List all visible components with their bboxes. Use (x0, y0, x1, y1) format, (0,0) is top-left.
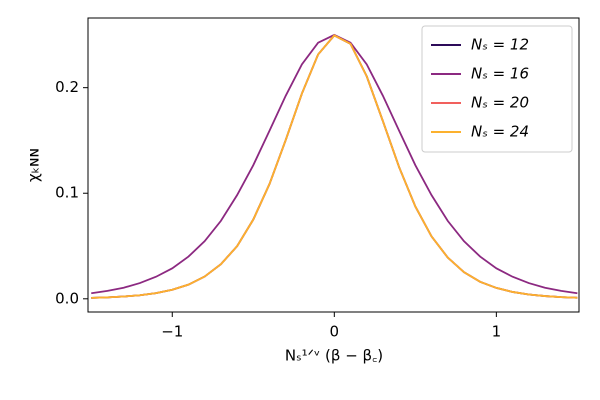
series-line (91, 34, 578, 299)
y-tick-label: 0.0 (55, 289, 79, 307)
y-tick-label: 0.1 (55, 184, 79, 202)
y-tick-label: 0.2 (55, 78, 79, 96)
legend-label: Nₛ = 12 (471, 36, 529, 54)
legend-label: Nₛ = 16 (471, 65, 529, 83)
legend-box (421, 25, 573, 153)
x-axis-label: Nₛ¹ᐟᵛ (β − β꜀) (285, 347, 383, 365)
legend-label: Nₛ = 20 (471, 94, 529, 112)
y-axis-label: χₖɴɴ (25, 148, 43, 182)
x-tick-label: −1 (161, 323, 183, 341)
plot-frame (87, 17, 580, 313)
legend-label: Nₛ = 24 (471, 123, 529, 141)
x-tick-label: 1 (492, 323, 502, 341)
x-tick-label: 0 (330, 323, 340, 341)
